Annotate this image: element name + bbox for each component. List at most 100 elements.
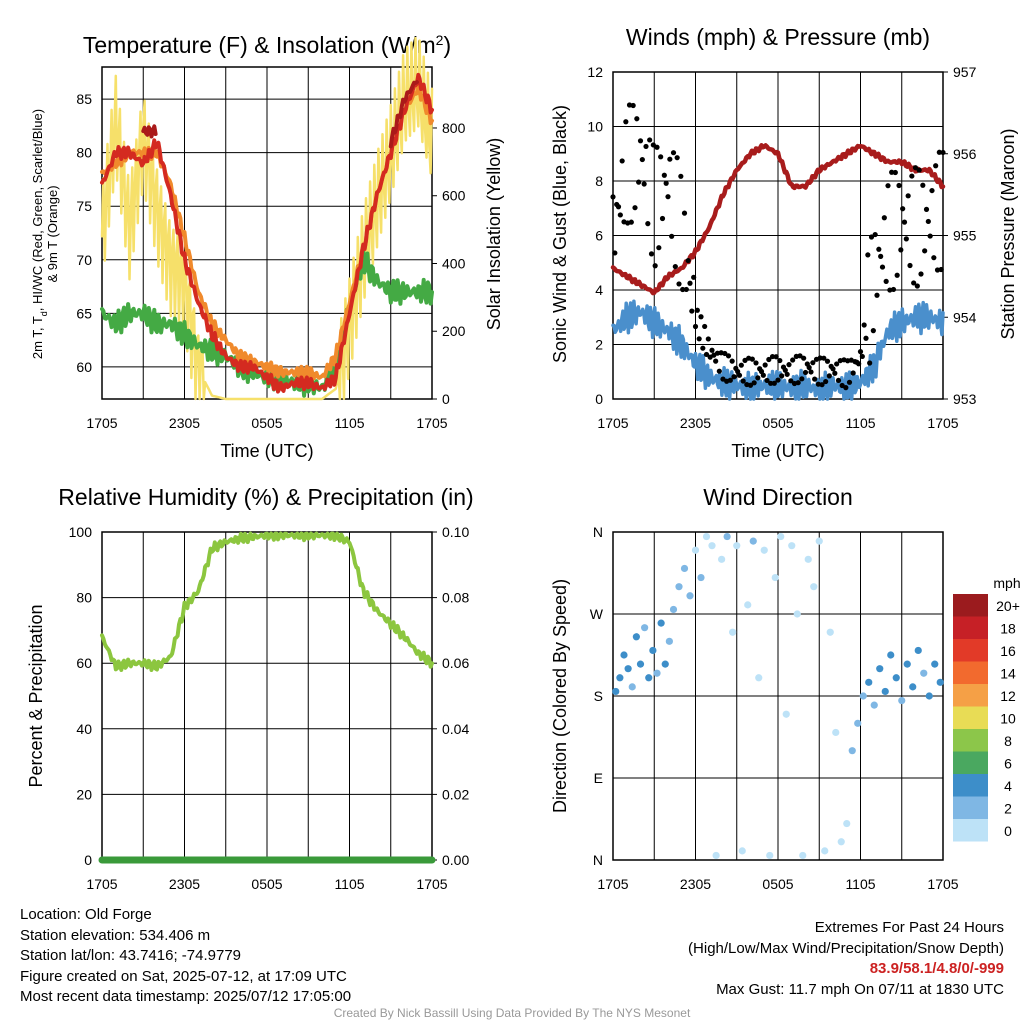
gust-point	[812, 376, 818, 382]
gust-point	[890, 286, 897, 293]
gust-point	[834, 361, 840, 367]
wind-xlabel: Time (UTC)	[731, 441, 824, 461]
gust-point	[808, 369, 814, 375]
gust-point	[636, 179, 642, 185]
direction-point	[859, 692, 867, 700]
gust-point	[727, 377, 733, 383]
y-tick-label: 2	[595, 337, 603, 353]
colorbar-swatch	[953, 751, 988, 774]
gust-point	[610, 194, 616, 200]
direction-point	[733, 542, 741, 550]
colorbar-label: 6	[1004, 756, 1012, 772]
direction-point	[616, 674, 624, 682]
direction-point	[876, 665, 884, 673]
y2-tick-label: 955	[953, 228, 977, 244]
colorbar-swatch	[953, 796, 988, 819]
y-tick-label: W	[590, 606, 604, 622]
direction-point	[793, 610, 801, 618]
gust-point	[901, 219, 908, 225]
direction-point	[624, 665, 632, 673]
station-location: Location: Old Forge	[20, 906, 152, 923]
gust-point	[760, 372, 766, 378]
gust-point	[779, 373, 785, 379]
y-tick-label: 6	[595, 228, 603, 244]
gust-point	[771, 380, 777, 386]
temp-panel: 60 65 70 75 80 85 1705 2305 0505 1105 1705 0 200 400 6…	[76, 36, 466, 431]
gust-point	[674, 155, 680, 161]
gust-point	[788, 378, 794, 384]
gust-point	[896, 182, 902, 189]
gust-point	[689, 308, 695, 314]
speed-colorbar: mph 20+ 18 16 14 12 10 8 6 4 2 0	[953, 575, 1021, 842]
gust-point	[885, 183, 891, 189]
temp-ylabel-left-2: & 9m T (Orange)	[45, 185, 60, 282]
gust-point	[687, 280, 693, 286]
gust-point	[819, 382, 825, 388]
gust-point	[874, 292, 880, 298]
gust-point	[936, 149, 942, 155]
gust-point	[929, 187, 935, 194]
gust-point	[725, 353, 732, 359]
gust-point	[685, 257, 691, 264]
direction-point	[708, 542, 716, 550]
x-tick-label: 2305	[680, 415, 711, 431]
gust-point	[700, 345, 706, 351]
direction-point	[661, 660, 669, 668]
gust-point	[747, 382, 754, 388]
gust-point	[865, 252, 871, 258]
gust-point	[683, 286, 689, 293]
direction-point	[760, 546, 768, 554]
gust-point	[925, 218, 931, 225]
gust-point	[911, 280, 917, 286]
credit-line: Created By Nick Bassill Using Data Provi…	[333, 1006, 691, 1020]
direction-point	[645, 674, 653, 682]
max-gust: Max Gust: 11.7 mph On 07/11 at 1830 UTC	[716, 980, 1004, 998]
gust-point	[632, 205, 638, 211]
gust-point	[670, 150, 677, 156]
gust-point	[894, 272, 900, 278]
direction-point	[909, 683, 917, 691]
direction-point	[848, 747, 856, 755]
gust-point	[731, 374, 737, 380]
direction-point	[920, 669, 928, 677]
direction-point	[649, 646, 657, 655]
direction-point	[903, 660, 911, 668]
gust-point	[931, 255, 937, 261]
direction-point	[854, 719, 862, 727]
x-tick-label: 1705	[86, 415, 117, 431]
y-tick-label: 65	[76, 305, 92, 321]
gust-point	[676, 281, 682, 287]
direction-point	[628, 683, 636, 691]
pressure-line	[610, 143, 946, 296]
gust-point	[933, 163, 939, 169]
dir-panel-title: Wind Direction	[703, 484, 853, 510]
direction-point	[766, 851, 774, 860]
gust-point	[612, 250, 618, 256]
gust-point	[850, 370, 856, 376]
x-tick-label: 1105	[334, 876, 364, 892]
x-tick-label: 2305	[680, 876, 711, 892]
wind-panel-title: Winds (mph) & Pressure (mb)	[626, 24, 930, 50]
y2-tick-label: 954	[953, 309, 977, 325]
wind-panel: 0 2 4 6 8 10 12 1705 2305 0505 1105 1705 953 954 955 95…	[587, 64, 976, 431]
direction-point	[914, 646, 922, 655]
gust-point	[709, 347, 715, 353]
gust-point	[766, 356, 772, 363]
gust-point	[907, 262, 913, 269]
direction-point	[612, 687, 620, 696]
gust-point	[801, 355, 807, 361]
gust-point	[641, 181, 647, 187]
gust-point	[912, 165, 919, 171]
y2-tick-label: 0	[442, 391, 450, 407]
gust-point	[922, 248, 928, 254]
insolation-line	[100, 36, 434, 401]
extremes-values: 83.9/58.1/4.8/0/-999	[869, 960, 1004, 977]
gust-point	[665, 194, 671, 200]
extremes-subtitle: (High/Low/Max Wind/Precipitation/Snow De…	[688, 939, 1004, 957]
x-tick-label: 0505	[762, 415, 793, 431]
gust-point	[920, 182, 926, 188]
rh-panel-title: Relative Humidity (%) & Precipitation (i…	[58, 484, 473, 510]
gust-point	[846, 379, 853, 385]
y-tick-label: 8	[595, 173, 603, 189]
y-tick-label: 100	[69, 524, 93, 540]
